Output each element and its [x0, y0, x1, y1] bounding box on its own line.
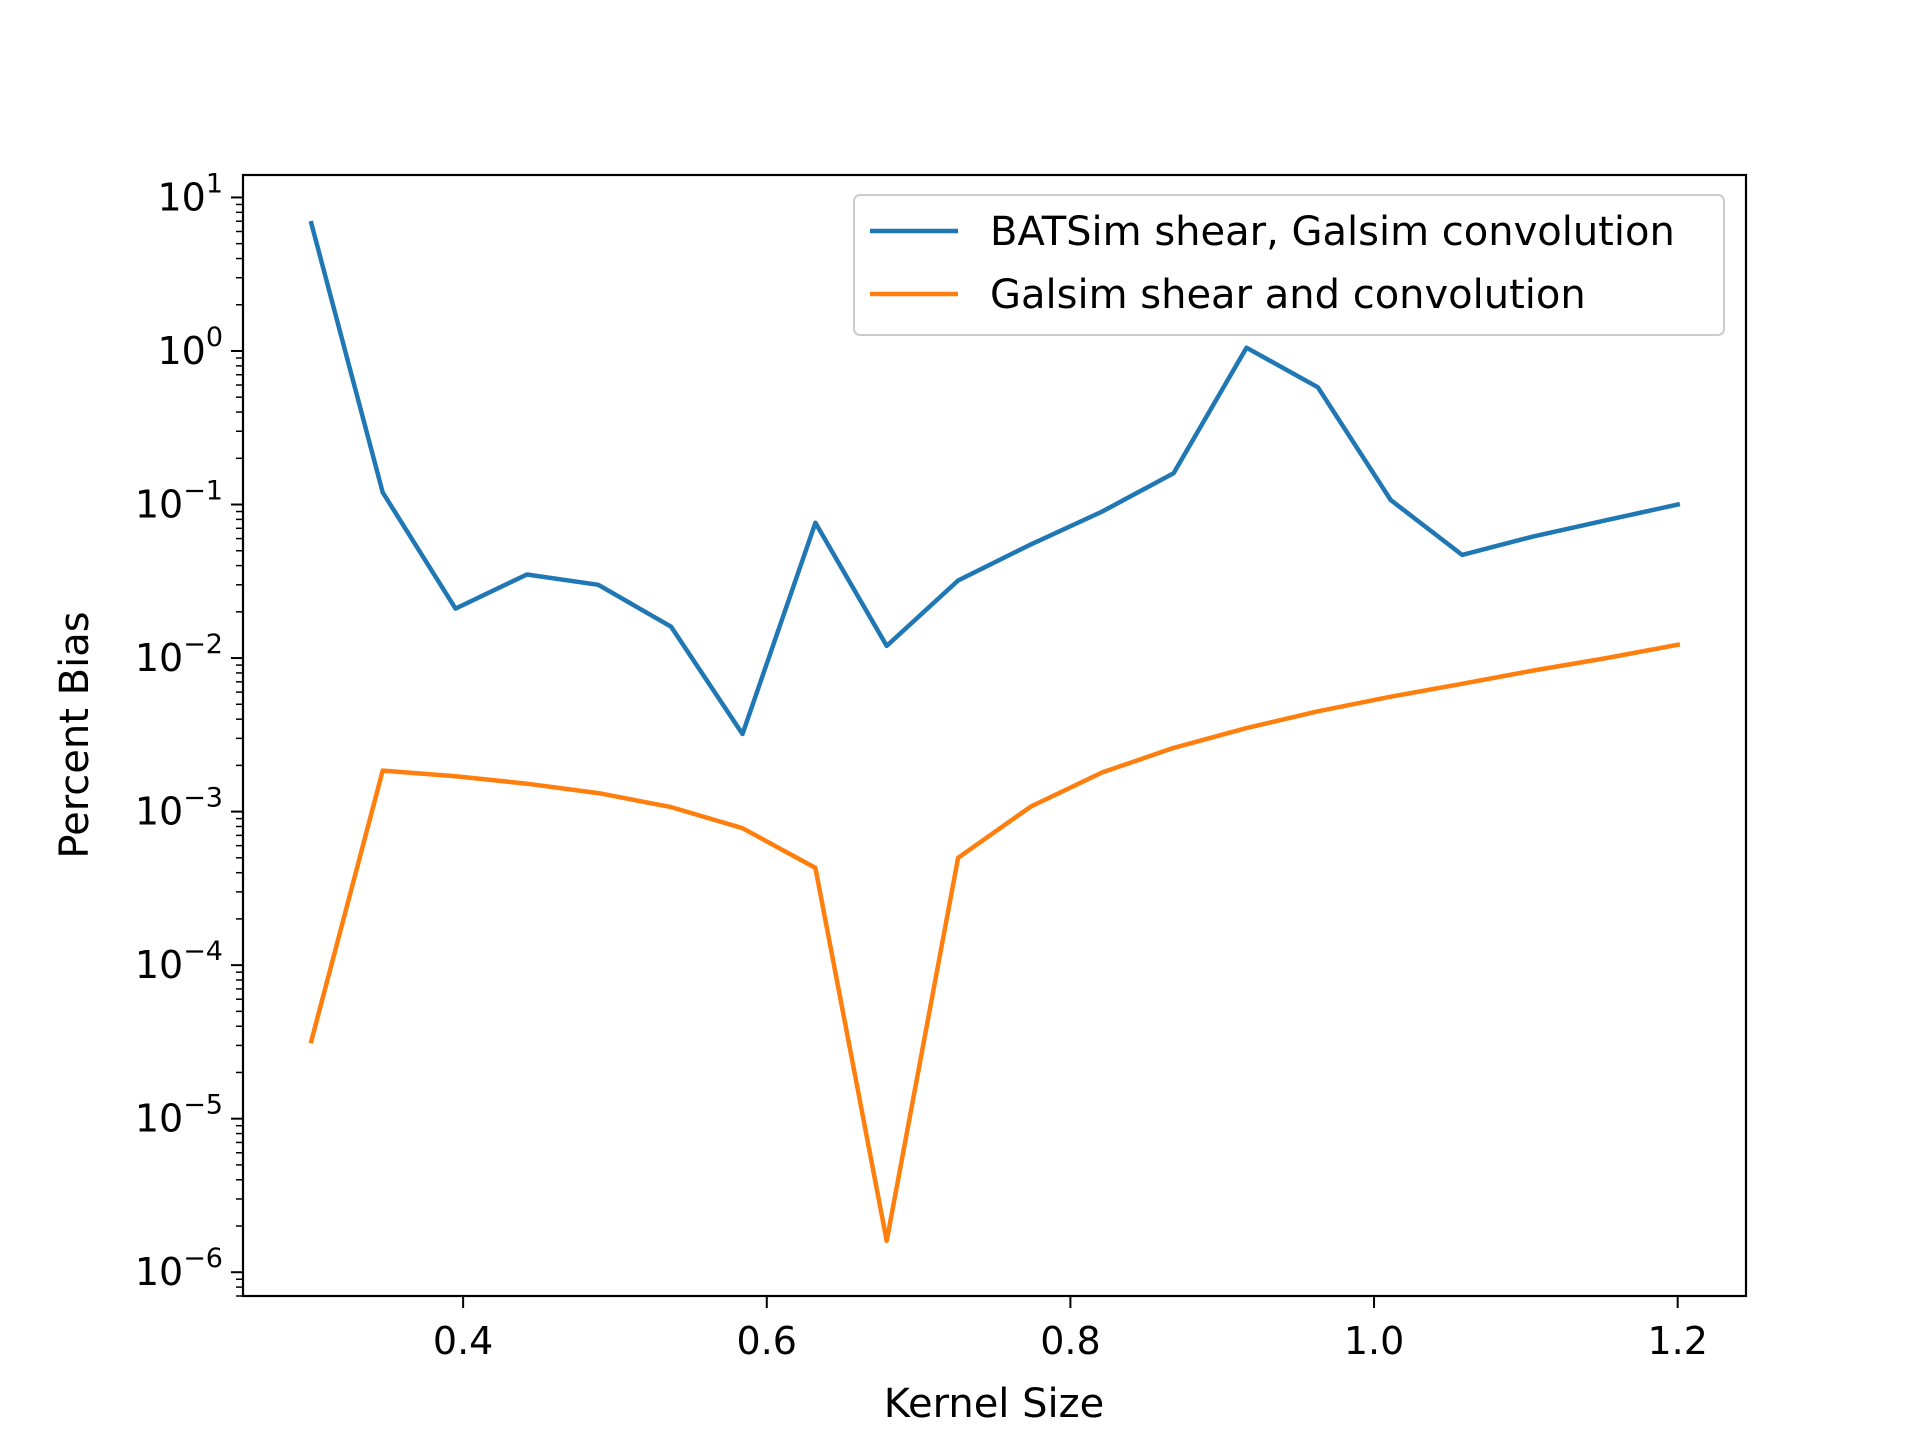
y-tick-label: 10−1 [135, 476, 223, 527]
legend-label-galsim: Galsim shear and convolution [990, 272, 1586, 318]
y-tick-label: 10−4 [135, 936, 223, 987]
series-line-galsim [308, 642, 1681, 1244]
y-tick-label: 10−6 [135, 1243, 223, 1294]
series-layer [308, 220, 1681, 1244]
x-tick-label: 0.8 [1040, 1319, 1100, 1363]
y-tick-label: 10−3 [135, 783, 223, 834]
legend-label-batsim: BATSim shear, Galsim convolution [990, 209, 1675, 255]
x-tick-label: 0.6 [737, 1319, 797, 1363]
y-axis: 10−6 10−5 10−4 10−3 10−2 10−1 100 101 [135, 168, 243, 1297]
y-tick-label: 10−2 [135, 629, 223, 680]
x-tick-label: 1.0 [1344, 1319, 1404, 1363]
x-axis: 0.4 0.6 0.8 1.0 1.2 [433, 1296, 1708, 1363]
legend-box [853, 194, 1725, 336]
x-tick-label: 1.2 [1647, 1319, 1707, 1363]
y-tick-label: 10−5 [135, 1090, 223, 1141]
y-tick-label: 101 [157, 168, 223, 219]
plot-frame [241, 173, 1748, 1298]
y-tick-label: 100 [157, 322, 223, 373]
y-axis-label: Percent Bias [52, 611, 98, 858]
x-tick-label: 0.4 [433, 1319, 493, 1363]
legend: BATSim shear, Galsim convolution Galsim … [853, 194, 1725, 336]
x-axis-label: Kernel Size [884, 1381, 1105, 1427]
series-line-batsim [308, 220, 1681, 737]
